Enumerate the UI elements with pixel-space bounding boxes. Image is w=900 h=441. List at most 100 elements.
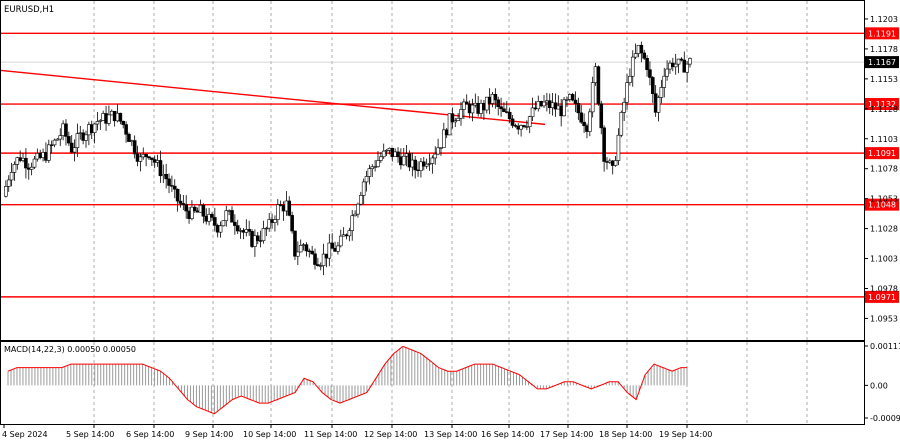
- candle-body: [673, 63, 678, 68]
- candle-body: [479, 103, 483, 114]
- candles: [4, 41, 692, 276]
- candle-body: [258, 240, 263, 242]
- candle-body: [92, 123, 97, 133]
- candle-body: [413, 159, 418, 171]
- candle-body: [190, 206, 194, 219]
- candle-body: [639, 44, 644, 54]
- candle-body: [567, 94, 572, 100]
- candle-body: [247, 229, 251, 232]
- candle-body: [158, 160, 163, 177]
- candle-body: [95, 121, 100, 125]
- candle-body: [630, 56, 635, 77]
- candle-body: [293, 230, 297, 257]
- candle-body: [582, 121, 586, 126]
- candle-body: [502, 108, 506, 113]
- candle-body: [556, 105, 561, 110]
- candle-body: [436, 147, 440, 155]
- candle-body: [233, 221, 237, 226]
- candle-body: [562, 99, 566, 117]
- candle-body: [553, 102, 558, 110]
- level-label-box: [865, 98, 899, 111]
- candle-body: [67, 136, 71, 144]
- candle-body: [124, 124, 128, 135]
- candle-body: [138, 156, 143, 162]
- candle-body: [316, 264, 320, 266]
- candle-body: [26, 167, 31, 170]
- candle-body: [525, 126, 529, 128]
- candle-body: [198, 204, 203, 213]
- candle-body: [178, 200, 183, 204]
- candle-body: [29, 166, 34, 170]
- candle-body: [207, 214, 211, 222]
- candle-body: [238, 230, 243, 232]
- candle-body: [330, 242, 334, 249]
- candle-body: [244, 229, 249, 233]
- candle-body: [619, 112, 624, 136]
- candle-body: [419, 161, 423, 171]
- candle-body: [15, 157, 20, 165]
- candle-body: [281, 205, 286, 212]
- candle-body: [527, 116, 532, 127]
- candle-body: [424, 163, 429, 167]
- candle-body: [510, 118, 515, 126]
- candle-body: [536, 101, 541, 110]
- candle-body: [350, 215, 355, 231]
- macd-label: MACD(14,22,3) 0.00050 0.00050: [4, 345, 136, 354]
- candle-body: [570, 94, 575, 101]
- time-label: 6 Sep 14:00: [126, 430, 174, 439]
- candle-body: [373, 166, 377, 168]
- time-label: 16 Sep 14:00: [481, 430, 534, 439]
- candle-body: [287, 200, 292, 216]
- candle-body: [470, 104, 475, 114]
- price-tick-label: 1.0953: [870, 314, 898, 323]
- candle-body: [172, 185, 177, 190]
- level-label-box: [865, 147, 899, 160]
- time-axis: 4 Sep 2024 5 Sep 14:00 6 Sep 14:00 9 Sep 14…: [2, 424, 712, 439]
- candle-body: [547, 100, 552, 109]
- candle-body: [590, 82, 595, 113]
- candle-body: [144, 154, 148, 158]
- candle-body: [519, 125, 523, 130]
- candle-body: [656, 97, 661, 113]
- candle-body: [118, 112, 123, 122]
- candle-body: [21, 157, 25, 161]
- level-label: 1.1191: [868, 29, 896, 38]
- candle-body: [542, 101, 546, 107]
- symbol-label: EURUSD,H1: [4, 5, 54, 15]
- candle-body: [550, 102, 555, 109]
- candle-body: [121, 120, 126, 125]
- candle-body: [290, 215, 294, 232]
- candle-body: [215, 225, 220, 233]
- price-tick-label: 1.1078: [870, 165, 898, 174]
- price-tick-label: 1.1103: [870, 135, 898, 144]
- candle-body: [109, 110, 114, 116]
- candle-body: [459, 109, 463, 119]
- candle-body: [545, 100, 549, 103]
- candle-body: [453, 120, 458, 123]
- trendline: [0, 69, 546, 126]
- candle-body: [44, 152, 48, 161]
- candle-body: [221, 220, 226, 227]
- candle-body: [152, 159, 157, 163]
- candle-body: [46, 144, 51, 161]
- candle-body: [367, 168, 372, 177]
- candle-body: [201, 204, 206, 217]
- time-label: 4 Sep 2024: [2, 430, 48, 439]
- candle-body: [516, 125, 521, 130]
- price-tick-label: 1.1053: [870, 195, 898, 204]
- candle-body: [147, 156, 151, 159]
- candle-body: [275, 204, 280, 220]
- candle-body: [141, 154, 146, 158]
- candle-body: [38, 153, 43, 158]
- candle-body: [493, 93, 498, 101]
- candle-body: [341, 234, 346, 237]
- candle-body: [476, 102, 480, 114]
- candle-body: [462, 101, 466, 110]
- candle-body: [264, 227, 269, 230]
- candle-body: [41, 152, 45, 158]
- candle-body: [98, 120, 103, 122]
- candle-body: [439, 147, 443, 149]
- candle-body: [107, 114, 111, 124]
- candle-body: [390, 147, 395, 157]
